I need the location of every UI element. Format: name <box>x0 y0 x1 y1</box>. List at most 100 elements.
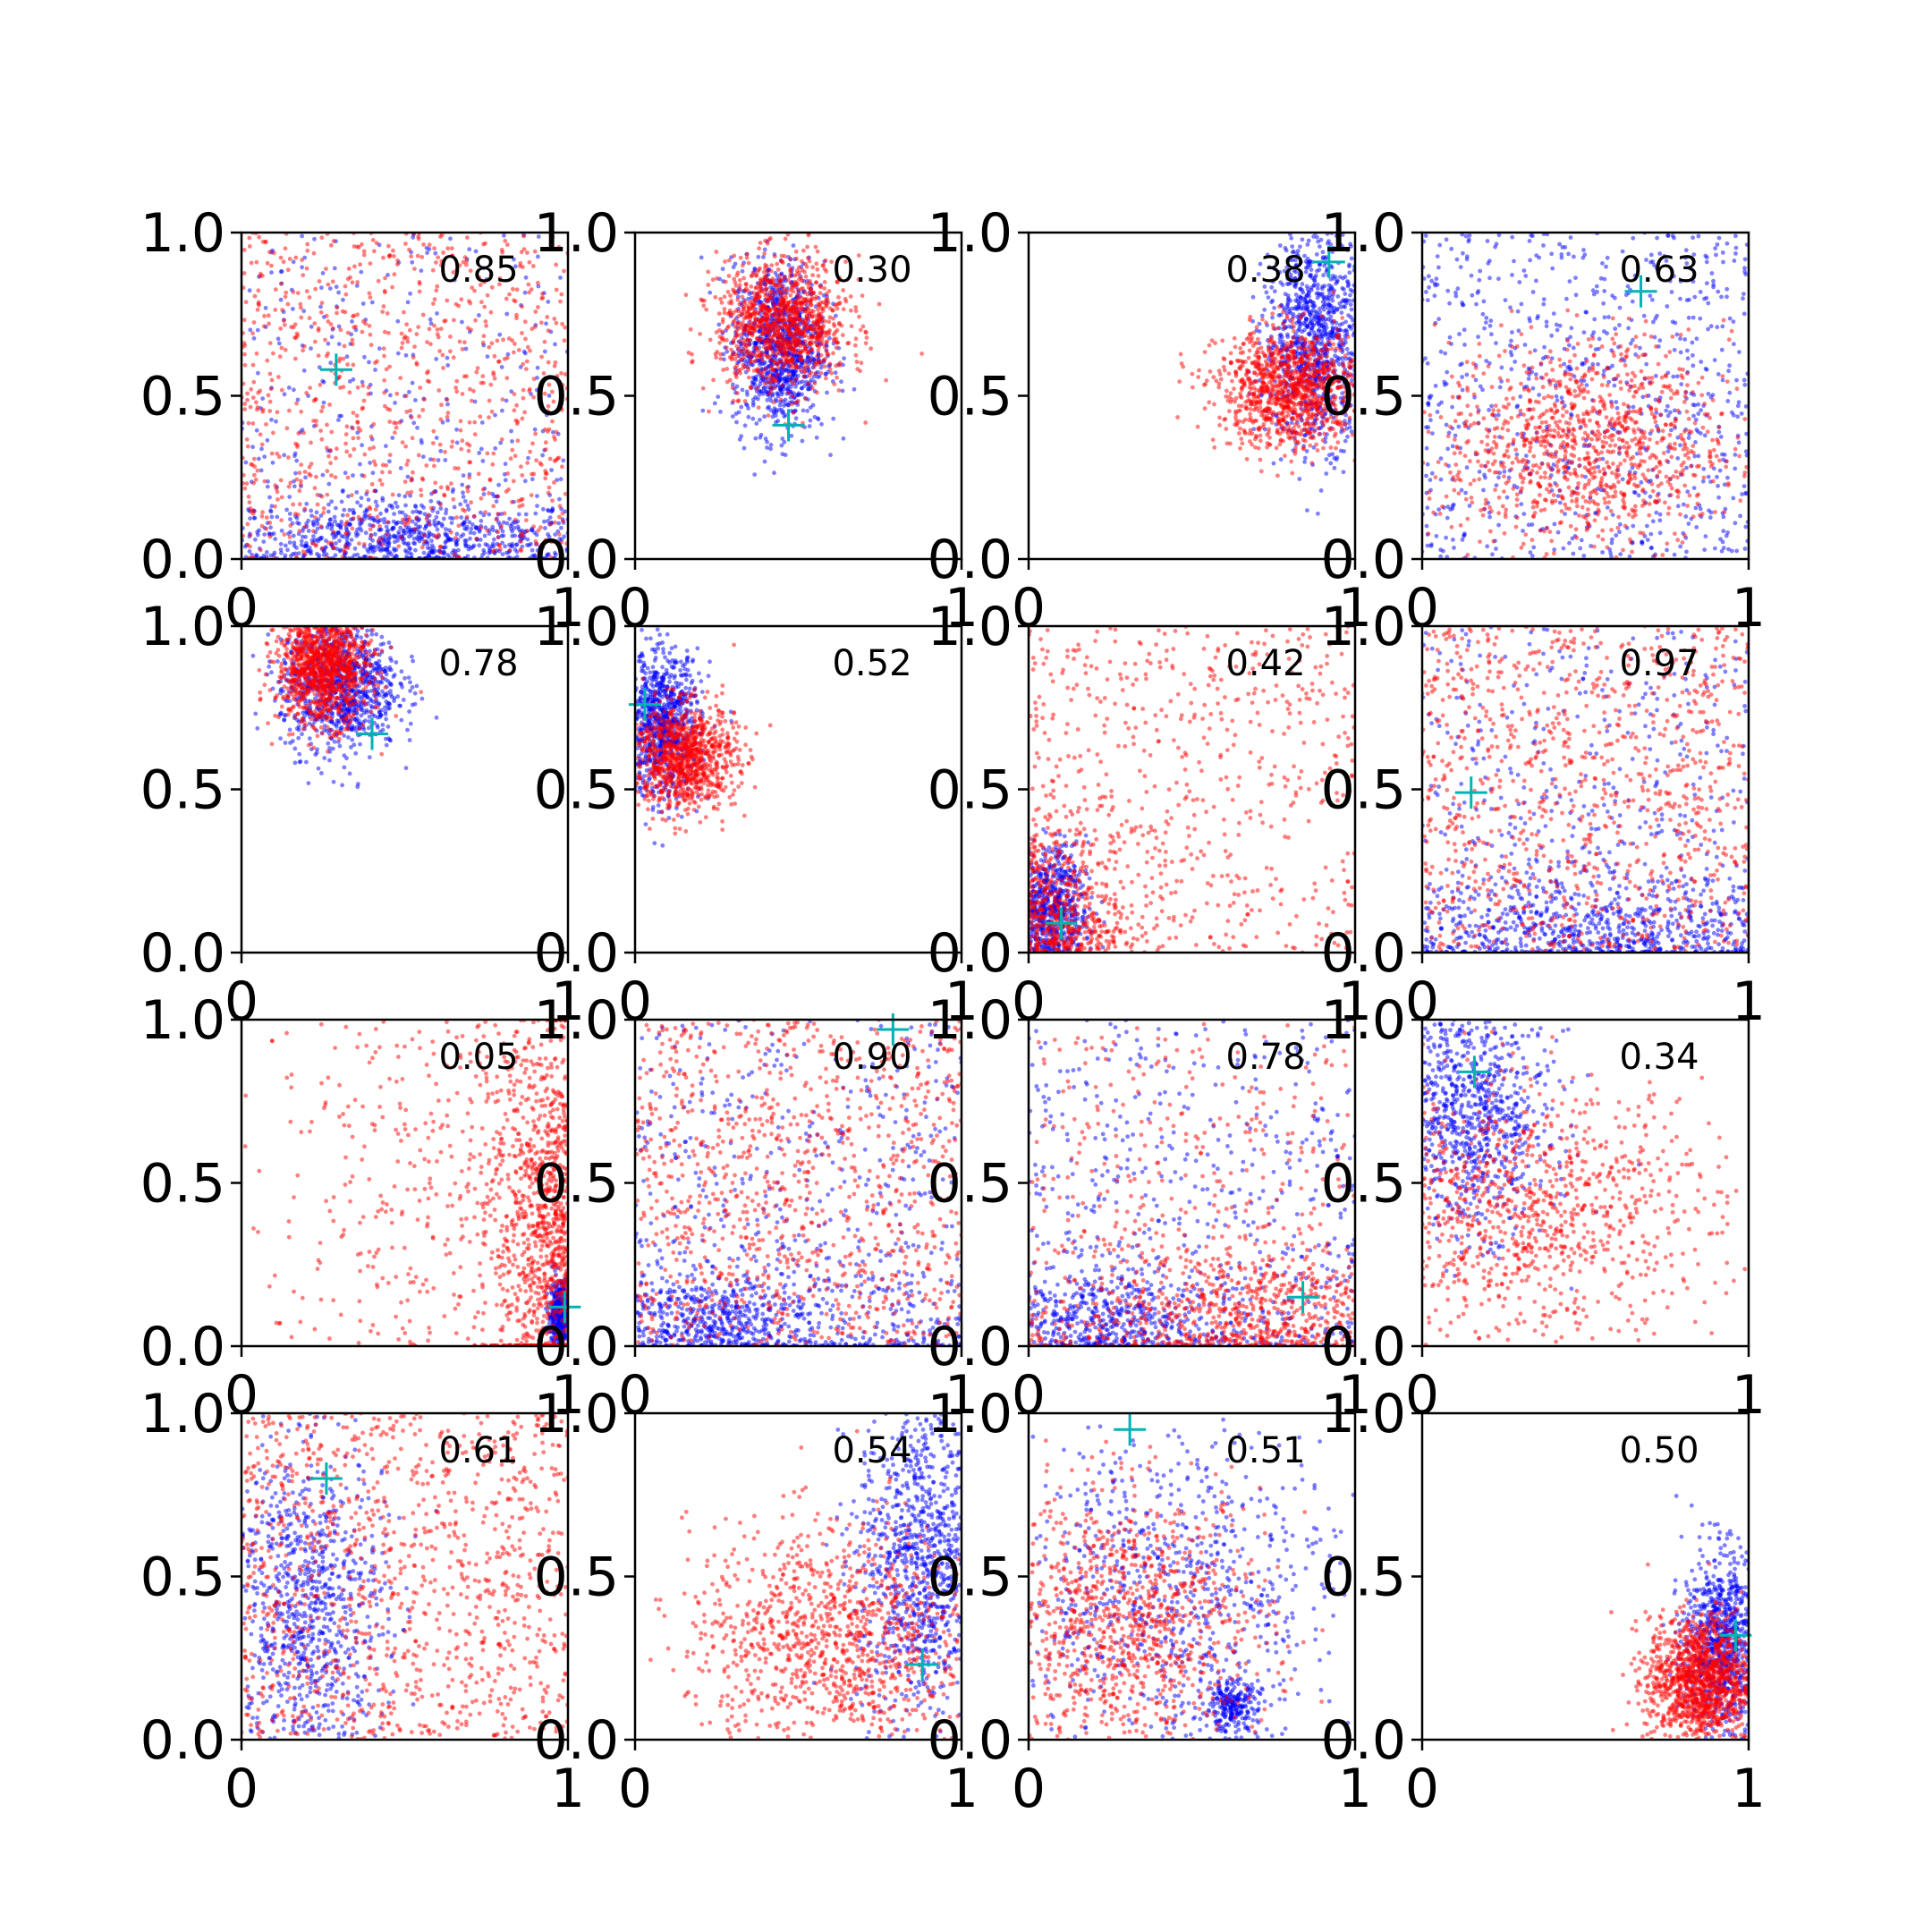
blue-point <box>442 546 446 550</box>
red-point <box>420 477 426 482</box>
red-point <box>816 331 821 336</box>
red-point <box>502 511 507 516</box>
blue-point <box>292 540 297 546</box>
blue-point <box>768 446 773 452</box>
blue-point <box>494 499 499 504</box>
red-point <box>792 346 797 352</box>
red-point <box>720 329 724 335</box>
blue-point <box>491 544 496 549</box>
red-point <box>351 314 355 319</box>
red-point <box>853 305 859 309</box>
blue-point <box>438 448 444 453</box>
blue-point <box>417 510 421 515</box>
red-point <box>860 324 866 329</box>
red-point <box>376 278 381 284</box>
red-point <box>749 284 754 289</box>
red-point <box>469 500 473 505</box>
red-point <box>345 546 351 551</box>
red-point <box>731 319 736 325</box>
blue-point <box>1315 295 1320 301</box>
red-point <box>445 414 450 419</box>
red-point <box>527 388 532 394</box>
red-point <box>318 428 323 433</box>
red-point <box>456 466 461 471</box>
y-tick-label: 0.0 <box>140 529 225 591</box>
red-point <box>356 426 361 430</box>
blue-point <box>411 536 417 541</box>
red-point <box>778 325 784 330</box>
red-point <box>800 348 805 353</box>
red-point <box>344 449 350 454</box>
red-point <box>459 297 464 302</box>
red-point <box>841 307 846 312</box>
blue-point <box>485 354 490 359</box>
blue-point <box>1309 275 1315 281</box>
blue-point <box>1306 332 1311 336</box>
blue-point <box>1304 317 1309 321</box>
red-point <box>491 504 496 509</box>
red-point <box>453 386 458 390</box>
blue-point <box>1302 455 1308 461</box>
blue-point <box>1343 412 1348 418</box>
red-point <box>554 320 559 326</box>
blue-point <box>425 250 429 255</box>
red-point <box>741 354 747 359</box>
blue-point <box>336 342 342 346</box>
red-point <box>299 315 304 320</box>
blue-point <box>354 284 360 288</box>
red-point <box>478 283 483 287</box>
blue-point <box>429 538 434 543</box>
blue-point <box>392 512 396 516</box>
blue-point <box>756 358 761 363</box>
red-point <box>503 238 508 243</box>
blue-point <box>1349 244 1353 249</box>
red-point <box>279 518 284 522</box>
red-point <box>560 511 565 516</box>
blue-point <box>1317 316 1321 321</box>
red-point <box>368 295 373 300</box>
red-point <box>546 409 550 414</box>
red-point <box>744 343 750 349</box>
blue-point <box>434 436 439 440</box>
blue-point <box>473 249 479 254</box>
red-point <box>785 390 791 395</box>
red-point <box>530 441 535 446</box>
red-point <box>768 364 774 369</box>
red-point <box>301 549 306 554</box>
red-point <box>869 346 873 352</box>
red-point <box>244 436 250 442</box>
red-point <box>445 246 451 251</box>
red-point <box>792 317 796 321</box>
red-point <box>449 445 454 449</box>
red-point <box>758 241 763 245</box>
red-point <box>390 284 394 290</box>
red-point <box>813 280 818 285</box>
red-point <box>713 352 718 357</box>
blue-point <box>411 510 415 514</box>
red-point <box>778 397 784 402</box>
red-point <box>454 267 459 273</box>
red-point <box>546 403 551 409</box>
red-point <box>520 503 525 508</box>
blue-point <box>483 525 488 530</box>
red-point <box>806 285 811 290</box>
blue-point <box>377 547 382 552</box>
red-point <box>735 297 741 302</box>
blue-point <box>536 254 540 259</box>
red-point <box>857 314 861 319</box>
red-point <box>242 341 247 345</box>
red-point <box>800 278 804 284</box>
blue-point <box>402 548 408 553</box>
panel-value-label: 0.85 <box>438 250 518 291</box>
red-point <box>288 480 293 486</box>
red-point <box>513 342 517 346</box>
red-point <box>409 489 414 495</box>
red-point <box>732 276 737 282</box>
red-point <box>404 322 409 327</box>
red-point <box>733 372 739 377</box>
blue-point <box>1349 377 1354 383</box>
blue-point <box>1314 291 1319 296</box>
red-point <box>353 325 358 329</box>
red-point <box>796 324 801 329</box>
red-point <box>733 283 739 288</box>
